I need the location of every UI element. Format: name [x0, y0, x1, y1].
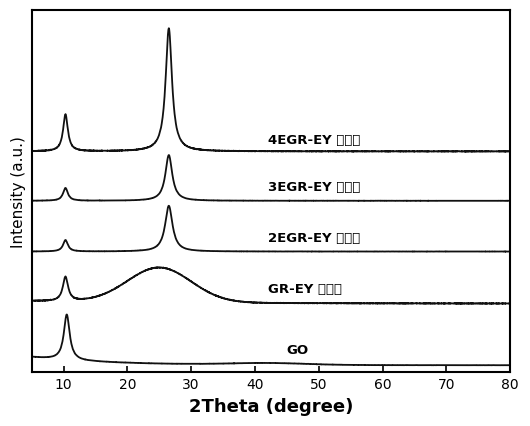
Text: 3EGR-EY 气凝胶: 3EGR-EY 气凝胶	[268, 181, 360, 194]
Text: 2EGR-EY 气凝胶: 2EGR-EY 气凝胶	[268, 231, 360, 244]
Y-axis label: Intensity (a.u.): Intensity (a.u.)	[11, 136, 26, 248]
Text: GR-EY 气凝胶: GR-EY 气凝胶	[268, 282, 342, 295]
X-axis label: 2Theta (degree): 2Theta (degree)	[189, 397, 353, 415]
Text: GO: GO	[287, 343, 309, 356]
Text: 4EGR-EY 气凝胶: 4EGR-EY 气凝胶	[268, 134, 360, 147]
